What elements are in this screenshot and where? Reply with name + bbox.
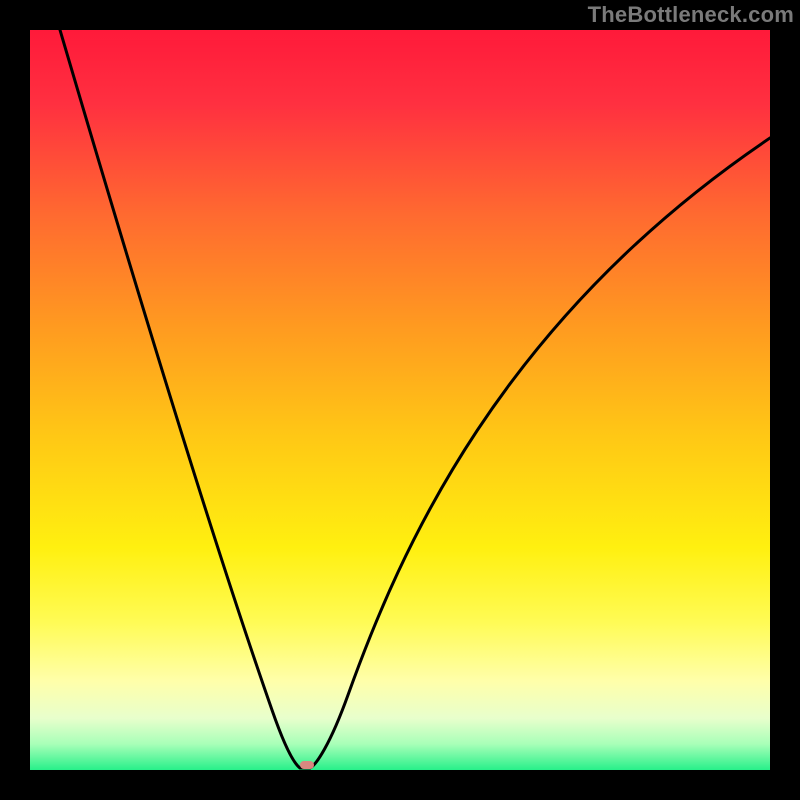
frame-border-right bbox=[770, 0, 800, 800]
cusp-marker bbox=[300, 761, 314, 769]
frame-border-bottom bbox=[0, 770, 800, 800]
plot-svg bbox=[30, 30, 770, 770]
watermark-text: TheBottleneck.com bbox=[588, 2, 794, 28]
plot-background bbox=[30, 30, 770, 770]
chart-frame: TheBottleneck.com bbox=[0, 0, 800, 800]
frame-border-left bbox=[0, 0, 30, 800]
plot-area bbox=[30, 30, 770, 770]
